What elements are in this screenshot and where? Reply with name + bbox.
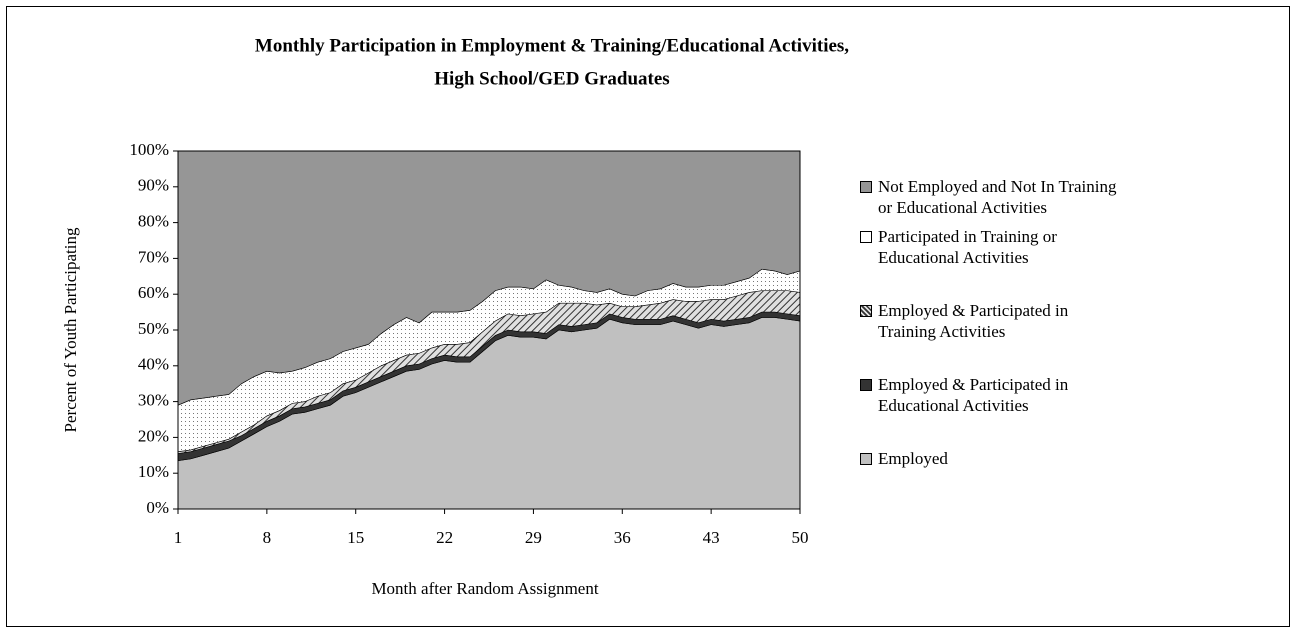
x-tick-label: 15 [347, 528, 364, 547]
y-tick-label: 90% [138, 176, 169, 195]
chart-frame [6, 6, 1290, 627]
x-tick-label: 8 [263, 528, 272, 547]
x-tick-label: 1 [174, 528, 183, 547]
x-tick-label: 29 [525, 528, 542, 547]
y-tick-label: 100% [129, 140, 169, 159]
y-tick-label: 60% [138, 283, 169, 302]
legend-swatch [860, 181, 872, 193]
legend-swatch [860, 305, 872, 317]
legend-swatch [860, 379, 872, 391]
chart-title: High School/GED Graduates [434, 68, 669, 89]
chart-title: Monthly Participation in Employment & Tr… [255, 35, 849, 56]
y-tick-label: 0% [146, 498, 169, 517]
x-tick-label: 43 [703, 528, 720, 547]
legend-item: Participated in Training or Educational … [860, 226, 1120, 268]
y-tick-label: 70% [138, 247, 169, 266]
y-axis-label: Percent of Youth Participating [61, 227, 80, 432]
x-tick-label: 50 [792, 528, 809, 547]
legend-item: Employed & Participated in Training Acti… [860, 300, 1120, 342]
y-tick-label: 80% [138, 212, 169, 231]
legend-item: Employed [860, 448, 1120, 469]
y-tick-label: 50% [138, 319, 169, 338]
legend-swatch [860, 231, 872, 243]
legend-label: Not Employed and Not In Training or Educ… [878, 177, 1117, 217]
legend-swatch [860, 453, 872, 465]
x-tick-label: 36 [614, 528, 631, 547]
legend-item: Not Employed and Not In Training or Educ… [860, 176, 1120, 218]
legend-label: Employed & Participated in Training Acti… [878, 301, 1069, 341]
y-tick-label: 20% [138, 426, 169, 445]
legend-item: Employed & Participated in Educational A… [860, 374, 1120, 416]
legend-label: Participated in Training or Educational … [878, 227, 1057, 267]
legend-label: Employed & Participated in Educational A… [878, 375, 1069, 415]
legend: Not Employed and Not In Training or Educ… [860, 176, 1120, 469]
legend-label: Employed [878, 449, 948, 468]
x-axis-label: Month after Random Assignment [371, 579, 598, 598]
y-tick-label: 30% [138, 391, 169, 410]
x-tick-label: 22 [436, 528, 453, 547]
y-tick-label: 10% [138, 462, 169, 481]
y-tick-label: 40% [138, 355, 169, 374]
